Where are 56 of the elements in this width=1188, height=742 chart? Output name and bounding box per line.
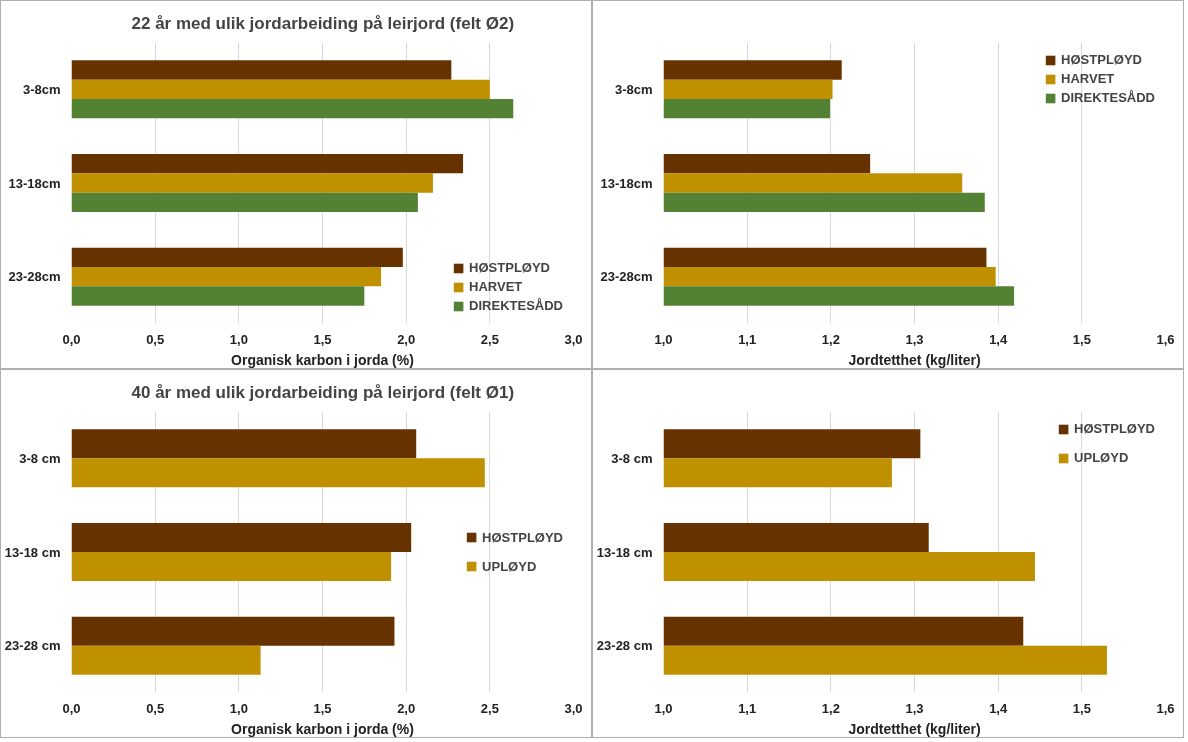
legend-label: HØSTPLØYD xyxy=(1061,52,1142,67)
x-tick-label: 1,1 xyxy=(738,700,757,716)
x-tick-label: 2,5 xyxy=(480,331,499,347)
y-tick-label: 23-28 cm xyxy=(4,638,61,654)
y-tick-label: 3-8cm xyxy=(614,81,653,97)
x-tick-label: 1,0 xyxy=(229,700,248,716)
x-tick-label: 1,0 xyxy=(229,331,248,347)
x-tick-label: 1,6 xyxy=(1156,331,1175,347)
x-tick-label: 1,5 xyxy=(1072,700,1091,716)
legend-label: HØSTPLØYD xyxy=(482,529,563,545)
y-tick-label: 13-18 cm xyxy=(4,544,61,560)
x-axis-title: Organisk karbon i jorda (%) xyxy=(231,351,414,368)
y-tick-label: 3-8 cm xyxy=(19,450,61,466)
x-tick-label: 2,5 xyxy=(480,700,499,716)
y-tick-label: 13-18cm xyxy=(8,175,61,191)
x-axis-title: Organisk karbon i jorda (%) xyxy=(231,720,414,737)
x-tick-label: 1,4 xyxy=(989,331,1008,347)
x-tick-label: 1,1 xyxy=(738,331,757,347)
y-tick-label: 23-28cm xyxy=(8,269,61,285)
x-tick-label: 1,0 xyxy=(654,331,673,347)
x-axis-title: Jordtetthet (kg/liter) xyxy=(848,720,981,737)
x-tick-label: 1,2 xyxy=(821,700,840,716)
y-tick-label: 13-18 cm xyxy=(596,544,653,560)
y-tick-label: 23-28 cm xyxy=(596,638,653,654)
x-tick-label: 1,6 xyxy=(1156,700,1175,716)
x-tick-label: 1,2 xyxy=(821,331,840,347)
x-tick-label: 0,0 xyxy=(62,331,81,347)
x-tick-label: 1,5 xyxy=(1072,331,1091,347)
legend-label: DIREKTESÅDD xyxy=(469,298,563,313)
x-tick-label: 1,5 xyxy=(313,331,332,347)
x-axis-title: Jordtetthet (kg/liter) xyxy=(848,351,981,368)
x-tick-label: 1,4 xyxy=(989,700,1008,716)
legend-label: HARVET xyxy=(469,279,523,294)
y-tick-label: 3-8 cm xyxy=(611,450,653,466)
x-tick-label: 2,0 xyxy=(397,700,416,716)
legend-label: UPLØYD xyxy=(1074,450,1129,465)
x-tick-label: 1,5 xyxy=(313,700,332,716)
x-tick-label: 1,3 xyxy=(905,700,924,716)
x-tick-label: 3,0 xyxy=(564,331,583,347)
x-tick-label: 1,0 xyxy=(654,700,673,716)
x-tick-label: 3,0 xyxy=(564,700,583,716)
y-tick-label: 13-18cm xyxy=(600,175,653,191)
legend-label: HØSTPLØYD xyxy=(469,260,550,275)
x-tick-label: 0,5 xyxy=(146,700,165,716)
chart-title: 40 år med ulik jordarbeiding på leirjord (felt Ø1) xyxy=(131,382,515,402)
x-tick-label: 2,0 xyxy=(397,331,416,347)
chart-title: 22 år med ulik jordarbeiding på leirjord (felt Ø2) xyxy=(131,13,515,33)
legend-label: DIREKTESÅDD xyxy=(1061,90,1155,105)
legend-label: UPLØYD xyxy=(482,558,537,574)
x-tick-label: 0,5 xyxy=(146,331,165,347)
y-tick-label: 23-28cm xyxy=(600,269,653,285)
legend-label: HØSTPLØYD xyxy=(1074,421,1155,436)
legend-label: HARVET xyxy=(1061,71,1115,86)
x-tick-label: 1,3 xyxy=(905,331,924,347)
y-tick-label: 3-8cm xyxy=(22,81,61,97)
x-tick-label: 0,0 xyxy=(62,700,81,716)
